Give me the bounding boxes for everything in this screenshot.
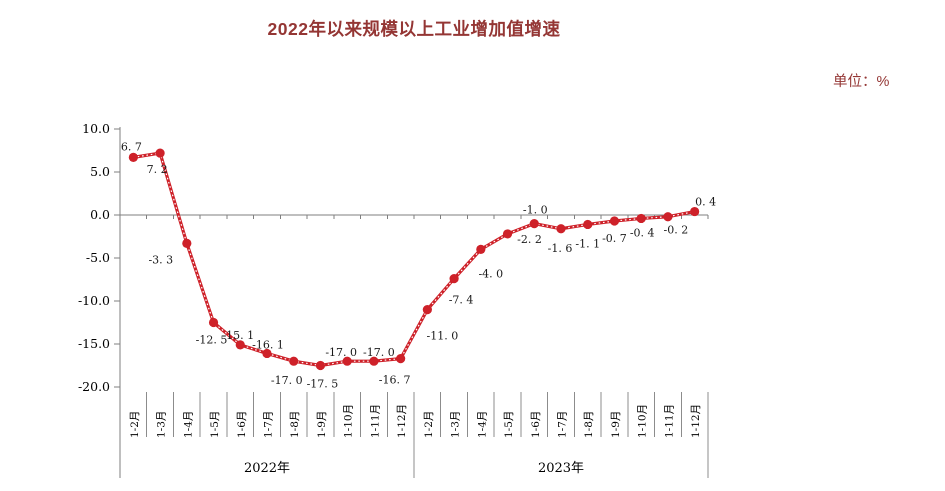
svg-text:-17. 0: -17. 0 <box>271 374 303 387</box>
svg-text:1-3月: 1-3月 <box>156 411 168 438</box>
svg-text:-0. 4: -0. 4 <box>630 226 655 239</box>
svg-text:-11. 0: -11. 0 <box>427 330 459 343</box>
svg-text:-16. 1: -16. 1 <box>252 338 284 351</box>
svg-text:1-5月: 1-5月 <box>209 411 221 438</box>
svg-text:1-3月: 1-3月 <box>450 411 462 438</box>
svg-text:1-2月: 1-2月 <box>129 411 141 438</box>
svg-text:-5.0: -5.0 <box>86 250 110 265</box>
svg-text:-1. 6: -1. 6 <box>548 242 573 255</box>
month-labels: 1-2月 1-3月 1-4月 1-5月 1-6月 1-7月 1-8月 1-9月 1-10月 1-1… <box>129 404 702 438</box>
year-labels: 2022年 2023年 <box>244 461 584 476</box>
unit-label: 单位：% <box>833 74 890 90</box>
category-dividers <box>146 392 709 478</box>
svg-text:5.0: 5.0 <box>90 164 110 179</box>
svg-text:-17. 0: -17. 0 <box>363 346 395 359</box>
svg-text:2022年: 2022年 <box>244 461 290 476</box>
svg-text:10.0: 10.0 <box>82 121 110 136</box>
svg-text:-15.0: -15.0 <box>78 336 110 351</box>
svg-text:-7. 4: -7. 4 <box>449 294 474 307</box>
svg-text:2023年: 2023年 <box>538 461 584 476</box>
svg-text:-20.0: -20.0 <box>78 379 110 394</box>
svg-text:1-5月: 1-5月 <box>503 411 515 438</box>
svg-text:1-8月: 1-8月 <box>583 411 595 438</box>
svg-text:1-6月: 1-6月 <box>236 411 248 438</box>
svg-text:-3. 3: -3. 3 <box>148 253 173 266</box>
svg-text:-1. 1: -1. 1 <box>575 237 600 250</box>
svg-text:-12. 5: -12. 5 <box>196 334 228 347</box>
svg-text:1-12月: 1-12月 <box>396 404 408 438</box>
svg-text:-17. 5: -17. 5 <box>307 378 339 391</box>
data-line <box>131 151 697 368</box>
svg-text:-16. 7: -16. 7 <box>379 374 411 387</box>
svg-text:-0. 7: -0. 7 <box>602 232 627 245</box>
svg-text:6. 7: 6. 7 <box>121 140 142 153</box>
svg-text:-10.0: -10.0 <box>78 293 110 308</box>
svg-text:0. 4: 0. 4 <box>695 196 716 209</box>
svg-text:1-12月: 1-12月 <box>690 404 702 438</box>
svg-text:1-4月: 1-4月 <box>476 411 488 438</box>
svg-text:1-10月: 1-10月 <box>637 404 649 438</box>
svg-text:1-8月: 1-8月 <box>289 411 301 438</box>
data-labels: 6. 7 7. 2 -3. 3 -12. 5-15. 1-16. 1 -17. 0 -17… <box>121 140 716 390</box>
svg-text:-17. 0: -17. 0 <box>325 346 357 359</box>
svg-text:1-9月: 1-9月 <box>610 411 622 438</box>
svg-text:1-11月: 1-11月 <box>663 404 675 438</box>
svg-text:1-7月: 1-7月 <box>263 411 275 438</box>
svg-text:-0. 2: -0. 2 <box>664 224 689 237</box>
svg-text:7. 2: 7. 2 <box>147 163 168 176</box>
svg-text:1-6月: 1-6月 <box>530 411 542 438</box>
svg-text:-4. 0: -4. 0 <box>478 267 503 280</box>
y-tick-labels: 10.0 5.0 0.0 -5.0 -10.0 -15.0 -20.0 <box>78 121 110 394</box>
axes <box>114 127 709 478</box>
svg-text:1-10月: 1-10月 <box>343 404 355 438</box>
svg-text:-15. 1: -15. 1 <box>222 329 254 342</box>
svg-text:1-11月: 1-11月 <box>369 404 381 438</box>
svg-text:0.0: 0.0 <box>90 207 110 222</box>
svg-text:1-7月: 1-7月 <box>557 411 569 438</box>
svg-text:-1. 0: -1. 0 <box>523 204 548 217</box>
chart-title: 2022年以来规模以上工业增加值增速 <box>267 19 561 39</box>
data-points <box>128 148 700 371</box>
svg-text:-2. 2: -2. 2 <box>517 233 542 246</box>
svg-text:1-2月: 1-2月 <box>423 411 435 438</box>
svg-text:1-9月: 1-9月 <box>316 411 328 438</box>
svg-text:1-4月: 1-4月 <box>182 411 194 438</box>
